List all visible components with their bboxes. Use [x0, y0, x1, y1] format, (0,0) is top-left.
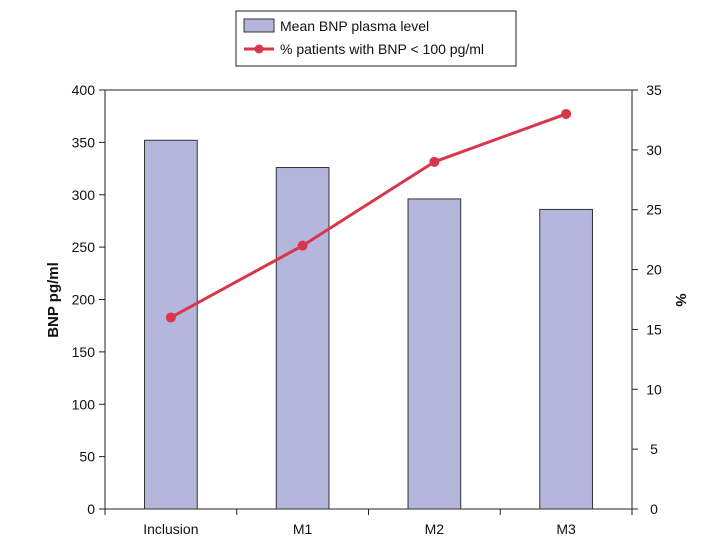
x-tick-label: Inclusion	[143, 521, 198, 537]
x-tick-label: M3	[556, 521, 576, 537]
y2-tick-label: 25	[646, 202, 662, 218]
legend-bar-swatch	[243, 18, 275, 33]
y2-tick-label: 0	[650, 501, 658, 517]
bar-series	[144, 139, 593, 510]
legend-line-marker	[254, 44, 264, 54]
y-tick-label: 200	[72, 292, 96, 308]
y-tick-label: 400	[72, 82, 96, 98]
bar-m3	[539, 208, 593, 510]
y-tick-label: 50	[79, 449, 95, 465]
y2-tick-label: 15	[646, 321, 662, 337]
y2-tick-label: 30	[646, 142, 662, 158]
legend-line-label: % patients with BNP < 100 pg/ml	[280, 41, 484, 57]
legend-bar-label: Mean BNP plasma level	[280, 18, 429, 34]
y-tick-label: 150	[72, 344, 96, 360]
line-point-m1	[297, 240, 308, 251]
y-tick-label: 300	[72, 187, 96, 203]
legend-frame	[235, 10, 517, 67]
y-tick-label: 350	[72, 134, 96, 150]
x-tick-label: M2	[425, 521, 445, 537]
left-axis: 0 50 100 150 200 250 300 350 400	[72, 82, 105, 517]
y2-tick-label: 35	[646, 82, 662, 98]
y-axis-title: BNP pg/ml	[45, 262, 62, 338]
y2-tick-label: 10	[646, 381, 662, 397]
x-tick-label: M1	[293, 521, 313, 537]
bar-m1	[275, 167, 330, 510]
bar-m2	[407, 198, 462, 510]
y2-axis-title: %	[672, 293, 689, 306]
line-series	[165, 108, 572, 323]
line-point-m2	[429, 156, 440, 167]
line-point-m3	[561, 108, 572, 119]
bar-inclusion	[144, 139, 198, 510]
y2-tick-label: 5	[650, 441, 658, 457]
line-point-inclusion	[165, 312, 176, 323]
x-axis: Inclusion M1 M2 M3	[104, 509, 633, 537]
percent-line	[170, 112, 567, 319]
y2-tick-label: 20	[646, 262, 662, 278]
right-axis: 0 5 10 15 20 25 30 35	[632, 82, 662, 517]
y-tick-label: 250	[72, 239, 96, 255]
legend: Mean BNP plasma level % patients with BN…	[235, 10, 517, 67]
y-tick-label: 0	[87, 501, 95, 517]
y-tick-label: 100	[72, 396, 96, 412]
